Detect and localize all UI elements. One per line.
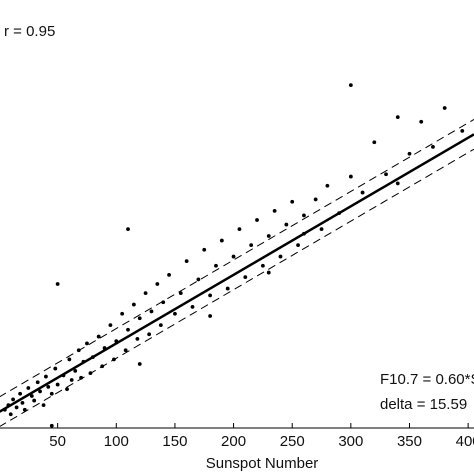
delta-line [0,118,474,398]
fit-line [0,133,474,413]
point [431,144,435,149]
point [395,181,400,186]
point [184,259,189,264]
x-tick-label: 400 [456,433,474,450]
point [372,140,377,145]
point [266,234,271,238]
point [85,341,89,346]
point [272,208,277,213]
point [11,397,15,402]
point [96,334,101,339]
delta-annotation: delta = 15.59 [380,396,467,413]
point [178,291,183,296]
point [131,302,136,307]
point [231,254,236,259]
point [29,394,34,398]
point [167,272,171,277]
point [348,83,353,88]
point [284,222,289,227]
x-tick-label: 150 [162,433,187,450]
point [419,119,424,124]
x-tick-label: 100 [104,433,129,450]
point [278,254,283,259]
point [67,357,72,362]
point [219,238,224,243]
point [69,378,74,382]
point [395,115,400,120]
point [26,386,31,390]
point [384,172,388,177]
x-tick-label: 50 [49,433,66,450]
point [44,374,48,379]
point [126,327,130,332]
point [53,366,58,371]
point [55,382,60,387]
point [137,316,142,321]
point [149,309,154,314]
point [147,332,152,337]
point [313,197,318,202]
point [319,227,324,232]
point [120,311,125,316]
x-tick-label: 300 [338,433,363,450]
point [123,348,128,353]
point [360,190,365,195]
x-tick-label: 250 [280,433,305,450]
point [296,243,300,248]
x-tick-label: 200 [221,433,246,450]
point [38,389,42,394]
point [32,398,37,403]
point [260,263,265,268]
point [49,391,54,396]
point [46,384,51,389]
point [155,282,160,286]
point [196,277,201,282]
point [143,291,148,296]
point [266,270,271,275]
point [108,323,113,328]
x-tick-label: 350 [397,433,422,450]
point [137,362,142,366]
point [173,311,177,316]
point [49,423,54,428]
point [237,227,242,232]
point [290,199,295,204]
point [135,336,140,341]
delta-line [0,148,474,427]
point [35,380,40,385]
point [126,227,130,232]
point [208,293,213,298]
point [302,213,306,218]
point [407,151,412,156]
point [55,282,60,286]
point [65,387,69,392]
fit-annotation: F10.7 = 0.60*SSN + 6 [380,371,474,388]
point [442,106,447,110]
point [190,304,195,309]
point [325,183,330,188]
r-annotation: r = 0.95 [4,23,55,40]
point [208,314,213,318]
x-axis-label: Sunspot Number [206,455,319,472]
point [8,412,13,417]
point [243,275,248,280]
point [14,405,19,410]
point [214,263,218,268]
point [202,247,207,252]
point [20,400,25,405]
point [158,323,163,328]
point [460,128,465,133]
point [249,243,254,248]
point [18,391,23,396]
point [255,218,259,222]
point [41,403,46,408]
point [73,368,78,373]
point [348,174,353,179]
point [225,286,230,291]
